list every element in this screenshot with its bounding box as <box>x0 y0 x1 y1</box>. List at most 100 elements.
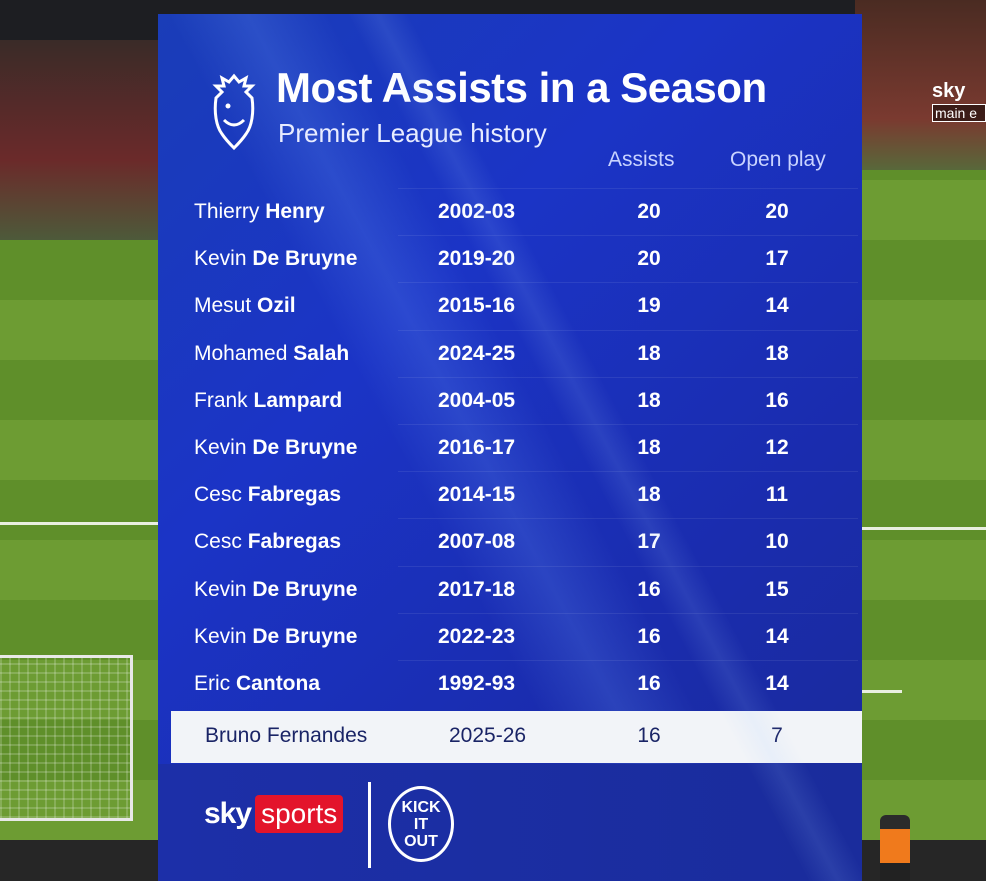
player-name: Eric Cantona <box>194 672 320 696</box>
graphic-subtitle: Premier League history <box>278 118 547 148</box>
sky-logo-text: sky <box>204 797 252 830</box>
player-last-name: Henry <box>265 200 325 223</box>
footer-divider <box>368 782 371 868</box>
season-cell: 2014-15 <box>438 483 516 507</box>
season-cell: 2016-17 <box>438 435 516 459</box>
season-cell: 2025-26 <box>449 724 527 748</box>
season-cell: 2022-23 <box>438 624 516 648</box>
season-cell: 2024-25 <box>438 341 516 365</box>
player-first-name: Kevin <box>194 435 247 459</box>
table-row: Eric Cantona 1992-93 16 14 <box>158 659 862 707</box>
column-header-assists: Assists <box>608 148 675 171</box>
sky-sports-logo: sky sports <box>204 794 344 834</box>
player-name: Thierry Henry <box>194 200 325 224</box>
open-play-cell: 7 <box>771 724 783 748</box>
table-row: Frank Lampard 2004-05 18 16 <box>158 376 862 424</box>
graphic-footer: sky sports KICK IT OUT <box>158 764 862 881</box>
table-row: Thierry Henry 2002-03 20 20 <box>158 188 862 235</box>
player-name: Kevin De Bruyne <box>194 436 357 460</box>
player-name: Kevin De Bruyne <box>194 578 357 602</box>
player-first-name: Bruno <box>205 724 262 748</box>
broadcaster-bug: sky main e <box>932 80 986 132</box>
player-first-name: Cesc <box>194 530 242 554</box>
player-name: Mohamed Salah <box>194 342 349 366</box>
assists-cell: 17 <box>637 530 661 554</box>
open-play-cell: 10 <box>765 530 789 554</box>
season-cell: 2004-05 <box>438 388 516 412</box>
assists-cell: 18 <box>637 435 661 459</box>
player-first-name: Eric <box>194 671 231 695</box>
assists-table: Thierry Henry 2002-03 20 20 Kevin De Bru… <box>158 188 862 764</box>
open-play-cell: 18 <box>765 341 789 365</box>
pitch-line <box>0 522 160 525</box>
season-cell: 2002-03 <box>438 200 516 223</box>
table-row: Cesc Fabregas 2007-08 17 10 <box>158 518 862 565</box>
assists-cell: 16 <box>637 724 661 748</box>
assists-cell: 18 <box>637 341 661 365</box>
open-play-cell: 11 <box>765 483 789 507</box>
player-first-name: Kevin <box>194 247 247 271</box>
goal-net <box>0 655 133 821</box>
player-first-name: Mohamed <box>194 341 288 365</box>
player-last-name: Salah <box>293 341 350 365</box>
open-play-cell: 14 <box>765 294 789 318</box>
open-play-cell: 12 <box>765 435 789 459</box>
graphic-title: Most Assists in a Season <box>276 64 767 111</box>
open-play-cell: 14 <box>765 671 789 695</box>
open-play-cell: 20 <box>765 200 789 223</box>
player-last-name: Cantona <box>236 671 321 695</box>
kick-it-out-logo: KICK IT OUT <box>388 786 454 862</box>
assists-cell: 19 <box>637 294 661 318</box>
season-cell: 1992-93 <box>438 671 516 695</box>
player-last-name: Fernandes <box>266 724 368 748</box>
open-play-cell: 17 <box>765 247 789 271</box>
player-name: Cesc Fabregas <box>194 483 341 507</box>
stand-right <box>855 0 986 170</box>
player-last-name: Fabregas <box>247 483 342 507</box>
assists-cell: 20 <box>637 247 661 271</box>
player-name: Cesc Fabregas <box>194 530 341 554</box>
player-last-name: De Bruyne <box>252 577 358 601</box>
sports-logo-text: sports <box>255 795 344 833</box>
player-first-name: Cesc <box>194 483 242 507</box>
premier-league-lion-icon <box>212 73 256 151</box>
stand-left <box>0 40 170 240</box>
broadcaster-bug-logo: sky <box>932 80 966 102</box>
season-cell: 2015-16 <box>438 294 516 318</box>
player-first-name: Kevin <box>194 577 247 601</box>
player-name: Frank Lampard <box>194 389 342 413</box>
player-name: Kevin De Bruyne <box>194 625 357 649</box>
steward-figure <box>880 815 910 881</box>
player-first-name: Mesut <box>194 294 252 318</box>
season-cell: 2019-20 <box>438 247 516 271</box>
player-last-name: Ozil <box>257 294 296 318</box>
highlighted-table-row: Bruno Fernandes 2025-26 16 7 <box>171 711 862 764</box>
assists-cell: 18 <box>637 388 661 412</box>
assists-cell: 18 <box>637 483 661 507</box>
assists-cell: 20 <box>637 200 661 223</box>
open-play-cell: 14 <box>765 624 789 648</box>
player-last-name: De Bruyne <box>252 624 358 648</box>
season-cell: 2017-18 <box>438 577 516 601</box>
assists-cell: 16 <box>637 577 661 601</box>
player-last-name: Lampard <box>253 388 343 412</box>
assists-cell: 16 <box>637 671 661 695</box>
table-row: Mesut Ozil 2015-16 19 14 <box>158 282 862 329</box>
column-header-open-play: Open play <box>730 148 826 171</box>
assists-graphic-card: Most Assists in a Season Premier League … <box>158 14 862 881</box>
player-name: Mesut Ozil <box>194 294 296 318</box>
broadcaster-bug-sub: main e <box>932 104 986 122</box>
player-name: Kevin De Bruyne <box>194 247 357 271</box>
open-play-cell: 16 <box>765 388 789 412</box>
table-row: Kevin De Bruyne 2017-18 16 15 <box>158 565 862 613</box>
player-first-name: Kevin <box>194 624 247 648</box>
pitch-line <box>862 690 902 693</box>
assists-cell: 16 <box>637 624 661 648</box>
player-last-name: De Bruyne <box>252 435 358 459</box>
table-row: Kevin De Bruyne 2019-20 20 17 <box>158 235 862 282</box>
player-last-name: De Bruyne <box>252 247 358 271</box>
player-last-name: Fabregas <box>247 530 342 554</box>
pitch-line <box>862 527 986 530</box>
table-row: Kevin De Bruyne 2016-17 18 12 <box>158 423 862 471</box>
table-row: Kevin De Bruyne 2022-23 16 14 <box>158 612 862 660</box>
